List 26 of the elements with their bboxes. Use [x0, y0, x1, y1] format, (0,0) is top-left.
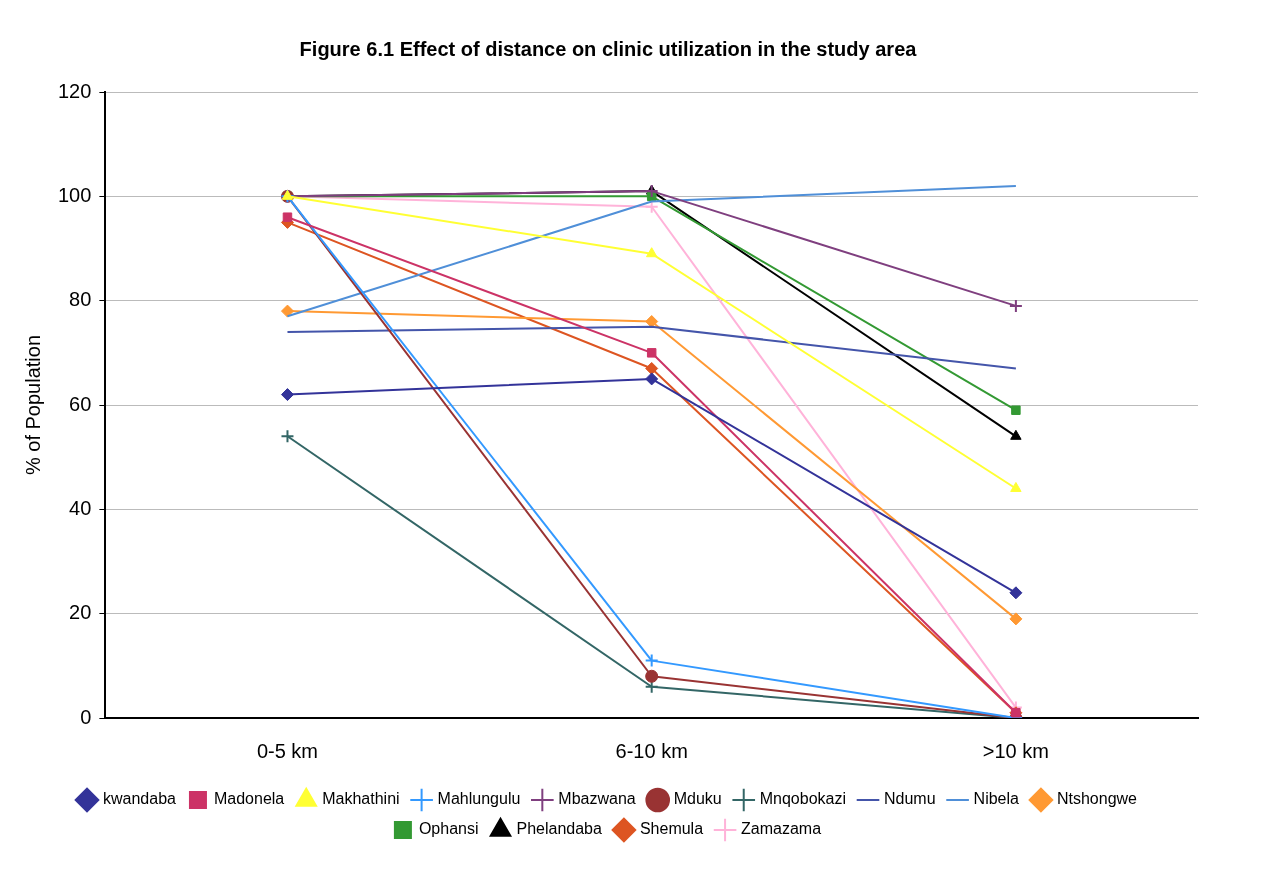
legend-label: Mahlungulu	[437, 790, 521, 808]
x-tick-label: 0-5 km	[256, 739, 319, 762]
legend-label: Madonela	[213, 790, 285, 808]
y-tick-label: 40	[69, 496, 92, 519]
legend-label: Ndumu	[884, 790, 936, 808]
legend-label: Makhathini	[322, 790, 400, 808]
y-tick-label: 0	[80, 705, 92, 728]
y-axis-title: % of Population	[21, 334, 44, 476]
legend-label: Shemula	[639, 820, 704, 838]
legend-label: Mbazwana	[558, 790, 636, 808]
legend-label: kwandaba	[103, 790, 177, 808]
chart-title: Figure 6.1 Effect of distance on clinic utilization in the study area	[299, 37, 918, 60]
y-tick-label: 80	[69, 288, 92, 311]
legend-label: Zamazama	[741, 820, 822, 838]
x-tick-label: >10 km	[982, 739, 1049, 762]
legend-label: Mduku	[673, 790, 722, 808]
y-tick-label: 60	[69, 392, 92, 415]
legend-label: Ntshongwe	[1056, 790, 1138, 808]
legend-label: Mnqobokazi	[759, 790, 847, 808]
legend-label: Ophansi	[418, 820, 479, 838]
legend-label: Nibela	[973, 790, 1020, 808]
x-tick-label: 6-10 km	[615, 739, 688, 762]
y-tick-label: 20	[69, 601, 92, 624]
y-tick-label: 100	[57, 183, 92, 206]
legend-label: Phelandaba	[516, 820, 603, 838]
y-tick-label: 120	[57, 79, 92, 102]
